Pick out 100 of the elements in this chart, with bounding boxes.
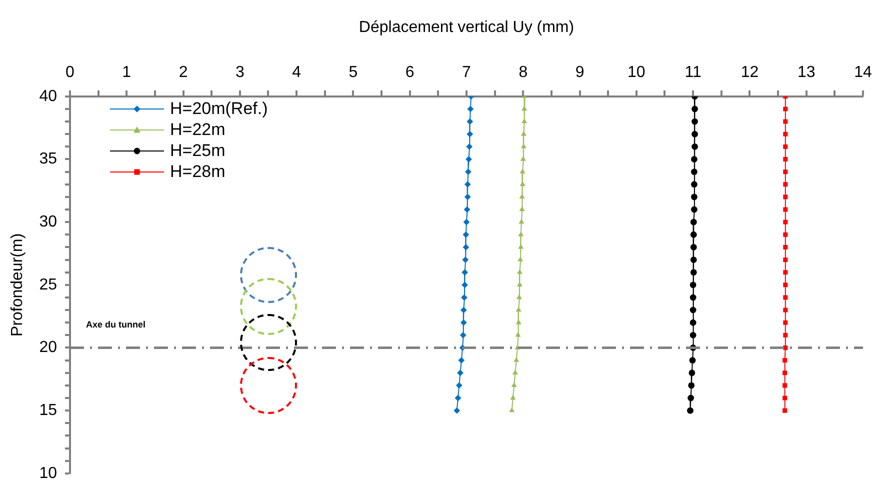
point [454, 394, 462, 402]
point [782, 370, 788, 376]
point [783, 295, 788, 300]
point [688, 370, 696, 376]
point [687, 407, 694, 414]
point [691, 206, 698, 213]
point [783, 258, 788, 262]
point [783, 270, 788, 275]
point [511, 382, 517, 388]
point [783, 232, 788, 237]
y-tick-label: 40 [39, 88, 58, 105]
point [783, 320, 788, 325]
point [462, 269, 468, 276]
x-tick-label: 8 [518, 64, 528, 82]
legend-label: H=28m [170, 162, 226, 182]
point [512, 370, 518, 374]
y-tick-label: 35 [39, 150, 58, 168]
y-tick-label: 20 [39, 339, 58, 356]
point [688, 394, 694, 402]
point [690, 282, 696, 288]
point [783, 308, 788, 312]
point [520, 156, 526, 161]
point [782, 358, 788, 363]
x-tick-label: 1 [122, 64, 132, 82]
point [516, 282, 523, 286]
point [783, 170, 788, 174]
point [466, 143, 473, 150]
point [466, 156, 472, 162]
point [518, 218, 524, 224]
point [519, 206, 525, 212]
y-tick-label: 10 [39, 464, 58, 482]
point [456, 382, 462, 389]
ref-line-label: Axe du tunnel [86, 320, 146, 330]
y-tick-label: 30 [39, 213, 58, 230]
point [783, 220, 788, 224]
point [782, 383, 788, 388]
x-tick-label: 4 [292, 64, 302, 82]
point [461, 294, 468, 301]
point [691, 168, 698, 175]
point [460, 332, 466, 338]
y-tick-label: 25 [39, 276, 58, 294]
x-tick-label: 3 [235, 64, 244, 82]
y-tick-label: 15 [39, 402, 58, 419]
point [783, 207, 788, 212]
x-tick-label: 6 [405, 64, 414, 82]
point [690, 269, 697, 276]
point [454, 407, 460, 414]
x-tick-label: 2 [178, 64, 188, 82]
y-axis-title: Profondeur(m) [9, 233, 26, 336]
point [783, 182, 788, 187]
point [690, 332, 696, 338]
point [689, 357, 696, 364]
point [782, 408, 788, 413]
point [690, 319, 696, 326]
point [467, 106, 474, 112]
point [690, 256, 697, 263]
point [690, 231, 697, 238]
x-tick-label: 13 [797, 64, 816, 82]
point [464, 194, 471, 200]
x-tick-label: 12 [740, 64, 759, 82]
legend-label: H=22m [170, 120, 226, 140]
x-tick-label: 9 [575, 64, 584, 82]
x-tick-label: 7 [462, 64, 472, 82]
point [520, 168, 526, 174]
point [690, 306, 696, 314]
point [462, 244, 470, 250]
x-tick-label: 5 [348, 64, 358, 82]
point [510, 394, 516, 400]
x-tick-label: 10 [628, 64, 646, 82]
x-axis-title: Déplacement vertical Uy (mm) [358, 19, 574, 36]
point [464, 181, 471, 188]
point [514, 357, 520, 362]
x-tick-label: 14 [854, 64, 872, 82]
point [462, 282, 468, 288]
point [520, 130, 526, 136]
point [783, 106, 788, 112]
point [519, 194, 525, 199]
point [692, 118, 698, 125]
point [462, 256, 469, 263]
point [515, 332, 521, 337]
point [462, 231, 470, 238]
legend-label: H=20m(Ref.) [170, 98, 268, 119]
x-tick-label: 0 [66, 64, 75, 82]
point [783, 132, 788, 136]
point [783, 244, 788, 250]
point [516, 294, 522, 300]
point [466, 130, 474, 138]
point [516, 306, 522, 312]
point [520, 181, 526, 186]
point [690, 244, 697, 250]
point [518, 256, 524, 262]
point [783, 156, 788, 162]
point [522, 106, 528, 111]
point [691, 156, 698, 162]
point [518, 244, 524, 249]
point [457, 370, 464, 376]
point [509, 407, 515, 412]
point [783, 194, 788, 200]
point [783, 144, 788, 149]
x-tick-label: 11 [684, 64, 702, 82]
